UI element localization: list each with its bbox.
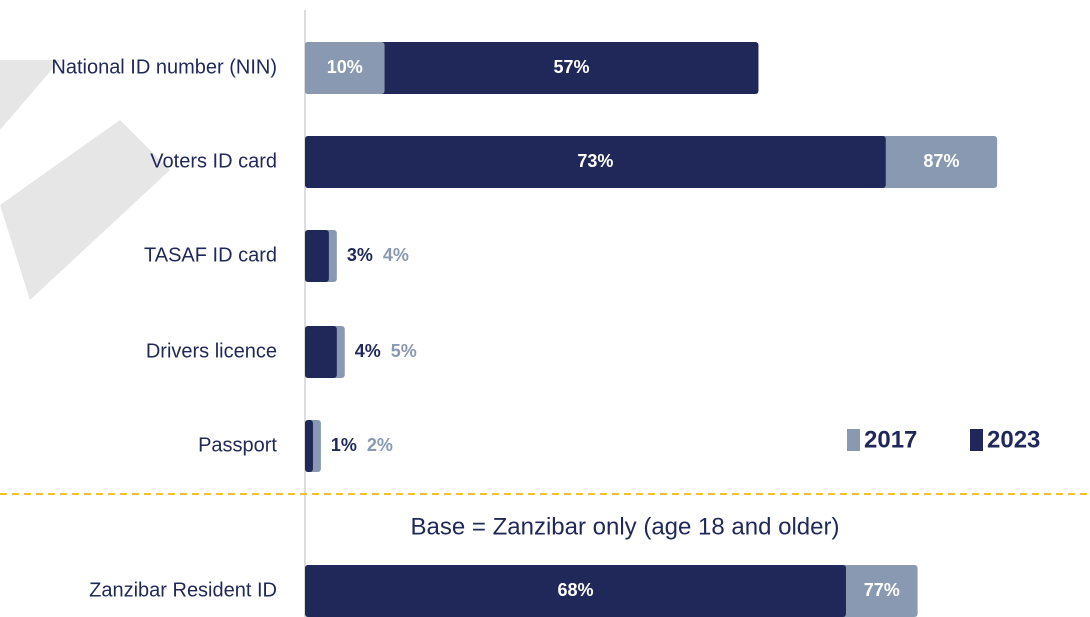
category-label: Drivers licence (146, 340, 277, 362)
legend-label: 2023 (987, 426, 1040, 453)
value-label: 68% (557, 580, 593, 600)
bar (305, 230, 329, 282)
bar (305, 42, 385, 94)
bar (305, 326, 337, 378)
value-label: 3% (347, 245, 373, 265)
bar (305, 136, 886, 188)
value-label: 1% (331, 435, 357, 455)
category-label: Passport (198, 434, 277, 456)
value-label: 73% (577, 151, 613, 171)
value-label: 77% (864, 580, 900, 600)
annotation: Base = Zanzibar only (age 18 and older) (411, 513, 840, 540)
value-label: 10% (327, 57, 363, 77)
category-label: Voters ID card (150, 150, 277, 172)
category-label: Zanzibar Resident ID (89, 579, 277, 601)
value-label: 4% (355, 341, 381, 361)
bar (305, 420, 313, 472)
legend-swatch (970, 429, 983, 451)
bar (305, 42, 759, 94)
category-label: TASAF ID card (144, 244, 277, 266)
category-label: National ID number (NIN) (51, 56, 277, 78)
legend-swatch (847, 429, 860, 451)
value-label: 2% (367, 435, 393, 455)
value-label: 4% (383, 245, 409, 265)
value-label: 87% (923, 151, 959, 171)
value-label: 57% (553, 57, 589, 77)
legend-label: 2017 (864, 426, 917, 453)
watermark (0, 120, 170, 300)
value-label: 5% (391, 341, 417, 361)
bar (305, 565, 846, 617)
watermark (0, 60, 60, 130)
